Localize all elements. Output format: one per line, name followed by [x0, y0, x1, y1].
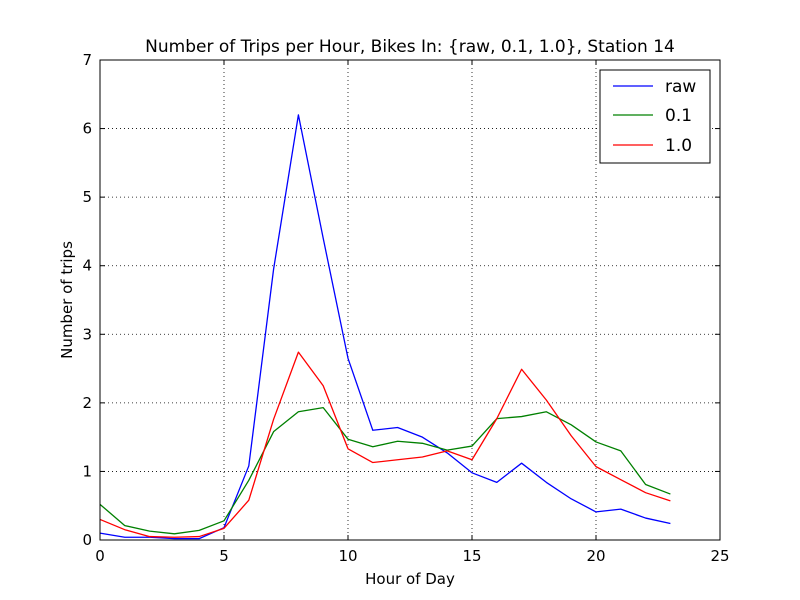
y-tick-label: 0	[82, 531, 92, 549]
series-lines	[99, 114, 671, 540]
x-tick-label: 20	[586, 547, 605, 565]
legend-label-raw: raw	[665, 77, 696, 97]
series-line-1.0	[99, 351, 671, 538]
series-line-0.1	[99, 407, 671, 535]
x-tick-label: 25	[710, 547, 729, 565]
legend: raw 0.1 1.0	[599, 69, 711, 164]
series-line-raw	[99, 114, 671, 540]
legend-label-1.0: 1.0	[665, 136, 692, 156]
y-tick-label: 2	[82, 394, 92, 412]
axis-ticks: 0 5 10 15 20 25 0 1 2 3 4 5 6 7	[82, 51, 729, 565]
y-tick-label: 4	[82, 257, 92, 275]
y-axis-label: Number of trips	[58, 241, 76, 359]
x-tick-label: 15	[462, 547, 481, 565]
plot-area	[99, 59, 721, 541]
legend-label-0.1: 0.1	[665, 106, 692, 126]
y-tick-label: 1	[82, 462, 92, 480]
y-tick-label: 5	[82, 188, 92, 206]
x-axis-label: Hour of Day	[365, 570, 455, 588]
chart-title: Number of Trips per Hour, Bikes In: {raw…	[145, 37, 675, 57]
y-tick-label: 6	[82, 120, 92, 138]
x-tick-label: 0	[95, 547, 105, 565]
x-tick-label: 5	[219, 547, 229, 565]
y-tick-label: 3	[82, 325, 92, 343]
y-tick-label: 7	[82, 51, 92, 69]
x-tick-label: 10	[338, 547, 357, 565]
